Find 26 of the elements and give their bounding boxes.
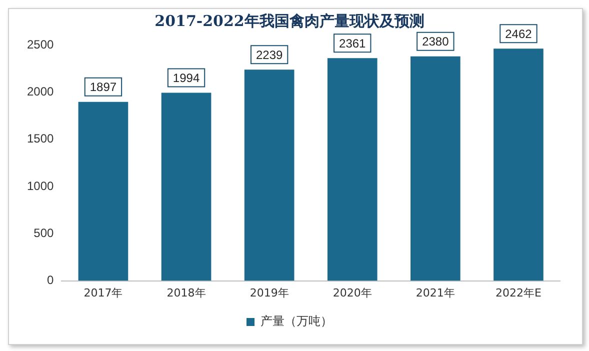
y-tick-label: 500 (34, 226, 54, 240)
y-tick-label: 2000 (26, 84, 54, 98)
y-tick-label: 2500 (26, 37, 54, 52)
x-tick-label: 2022年E (496, 286, 542, 300)
x-tick-label: 2020年 (332, 286, 372, 300)
data-label: 1994 (172, 71, 200, 86)
data-label: 2462 (505, 26, 532, 41)
y-tick-label: 1000 (26, 178, 54, 193)
y-tick-label: 0 (47, 273, 54, 288)
bar (410, 56, 460, 281)
x-tick-label: 2017年 (84, 286, 123, 300)
chart-title: 2017-2022年我国禽肉产量现状及预测 (154, 12, 424, 30)
data-label: 2239 (256, 48, 283, 62)
data-label: 2361 (339, 36, 366, 50)
bar (494, 48, 544, 281)
bar (327, 58, 378, 281)
legend-label: 产量（万吨） (260, 314, 332, 328)
x-tick-label: 2021年 (416, 286, 455, 300)
y-tick-label: 1500 (26, 132, 54, 146)
bar (161, 92, 212, 281)
x-tick-label: 2019年 (250, 286, 289, 300)
data-label: 2380 (422, 34, 450, 49)
x-tick-label: 2018年 (166, 286, 206, 300)
bar (244, 70, 294, 281)
bar (78, 102, 128, 281)
data-label: 1897 (90, 80, 117, 94)
